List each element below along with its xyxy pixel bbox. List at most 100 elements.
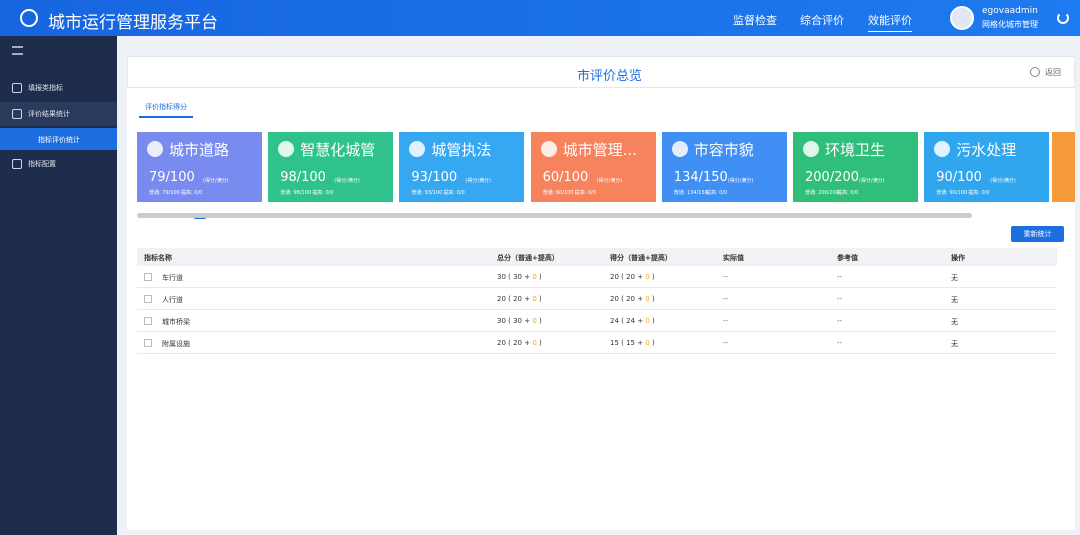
actual-value: -- (723, 339, 729, 347)
card-score: 60/100 (542, 170, 589, 185)
row-action[interactable]: 无 (951, 318, 958, 326)
card-score: 98/100 (280, 170, 326, 185)
card-unit: (得分/满分) (727, 178, 754, 184)
score-text: 30 ( 30 + (497, 317, 533, 325)
score-text: ) (649, 273, 655, 281)
app-title: 城市运行管理服务平台 (48, 13, 218, 33)
metric-card[interactable]: 智慧化城管 98/100 (得分/满分) 普通: 98/100 提高: 0/0 (268, 132, 394, 202)
card-normal: 普通: 79/100 (149, 190, 180, 196)
card-extra: 提高: 0/0 (574, 190, 596, 196)
card-normal: 普通: 98/100 (280, 190, 312, 196)
extra-score: 0 (645, 317, 650, 325)
score-text: 20 ( 20 + (497, 339, 533, 347)
table-header-row (137, 248, 1057, 266)
metric-card[interactable]: 城市管理... 60/100 (得分/满分) 普通: 60/100 提高: 0/0 (530, 132, 656, 202)
logo (20, 9, 38, 27)
card-icon (147, 141, 163, 157)
column-header: 总分（普通+提高） (497, 254, 559, 262)
nav-link[interactable]: 监督检查 (733, 14, 777, 27)
reference-value: -- (837, 295, 843, 303)
score-text: 30 ( 30 + (497, 273, 533, 281)
card-extra: 提高: 0/0 (837, 190, 859, 196)
nav-link[interactable]: 综合评价 (800, 14, 844, 27)
page-title: 市评价总览 (577, 69, 643, 84)
row-name: 车行道 (162, 274, 183, 282)
row-action[interactable]: 无 (951, 274, 958, 282)
back-link[interactable]: 返回 (1045, 68, 1061, 77)
metric-card[interactable]: 城管执法 93/100 (得分/满分) 普通: 93/100 提高: 0/0 (399, 132, 525, 202)
card-partial (1052, 132, 1075, 202)
card-unit: (得分/满分) (465, 178, 491, 184)
sidebar-icon (12, 83, 22, 93)
score-cell: 20 ( 20 + 0 ) (497, 339, 542, 347)
table-row (137, 266, 1057, 288)
actual-value: -- (723, 317, 729, 325)
sidebar-item[interactable]: 评价结果统计 (0, 102, 117, 126)
card-icon (671, 141, 688, 157)
row-action[interactable]: 无 (951, 340, 958, 348)
reference-value: -- (837, 339, 843, 347)
nav-link[interactable]: 效能评价 (868, 12, 912, 32)
card-extra: 提高: 0/0 (443, 190, 465, 196)
metric-card[interactable]: 市容市貌 134/150 (得分/满分) 普通: 134/150 提高: 0/0 (661, 132, 787, 202)
metric-card[interactable]: 城市道路 79/100 (得分/满分) 普通: 79/100 提高: 0/0 (137, 132, 262, 202)
reference-value: -- (837, 317, 843, 325)
card-extra: 提高: 0/0 (705, 190, 728, 196)
card-unit: (得分/满分) (334, 178, 360, 184)
card-name: 污水处理 (956, 141, 1017, 159)
sidebar-label: 指标配置 (28, 160, 56, 168)
expand-button[interactable] (144, 295, 152, 303)
card-icon (409, 141, 426, 157)
expand-button[interactable] (144, 273, 152, 281)
extra-score: 0 (645, 295, 650, 303)
score-text: ) (649, 295, 655, 303)
recalculate-button[interactable]: 重新统计 (1011, 226, 1064, 242)
metric-card[interactable]: 污水处理 90/100 (得分/满分) 普通: 90/100 提高: 0/0 (924, 132, 1050, 202)
avatar (950, 6, 974, 30)
card-score: 93/100 (411, 170, 458, 185)
logout-button[interactable] (1057, 12, 1069, 24)
sidebar-item[interactable]: 填报类指标 (0, 76, 117, 100)
back-icon[interactable] (1030, 67, 1040, 77)
card-normal: 普通: 134/150 (673, 190, 708, 196)
expand-button[interactable] (144, 317, 152, 325)
extra-score: 0 (645, 273, 650, 281)
extra-score: 0 (532, 339, 537, 347)
card-extra: 提高: 0/0 (312, 190, 334, 196)
tab[interactable]: 评价指标得分 (139, 102, 193, 118)
card-score: 134/150 (673, 170, 728, 185)
row-name: 附属设施 (162, 340, 190, 348)
score-cell: 20 ( 20 + 0 ) (497, 295, 542, 303)
card-icon (803, 141, 819, 157)
score-text: 24 ( 24 + (610, 317, 646, 325)
score-text: ) (536, 273, 542, 281)
card-icon (540, 141, 557, 157)
reference-value: -- (837, 273, 843, 281)
collapse-button[interactable] (12, 46, 23, 55)
score-text: ) (536, 317, 542, 325)
card-icon (934, 141, 951, 157)
sidebar-item[interactable]: 指标配置 (0, 152, 117, 176)
sidebar-icon (12, 109, 22, 119)
card-unit: (得分/满分) (596, 178, 623, 184)
card-unit: (得分/满分) (859, 178, 885, 184)
card-score: 200/200 (805, 170, 860, 185)
score-cell: 30 ( 30 + 0 ) (497, 317, 542, 325)
sidebar-subitem[interactable]: 指标评价统计 (0, 128, 117, 150)
metric-card[interactable]: 环境卫生 200/200 (得分/满分) 普通: 200/200 提高: 0/0 (793, 132, 918, 202)
card-name: 智慧化城管 (300, 141, 376, 159)
card-extra: 提高: 0/0 (181, 190, 203, 196)
card-normal: 普通: 200/200 (805, 190, 840, 196)
sidebar-label: 评价结果统计 (28, 110, 70, 118)
card-name: 城市管理... (562, 141, 637, 159)
score-cell: 24 ( 24 + 0 ) (610, 317, 655, 325)
card-name: 城市道路 (169, 141, 230, 159)
score-cell: 15 ( 15 + 0 ) (610, 339, 655, 347)
score-text: ) (536, 295, 542, 303)
expand-button[interactable] (144, 339, 152, 347)
row-action[interactable]: 无 (951, 296, 958, 304)
card-normal: 普通: 93/100 (411, 190, 443, 196)
user-role: 网格化城市管理 (982, 20, 1038, 29)
table-row (137, 288, 1057, 310)
